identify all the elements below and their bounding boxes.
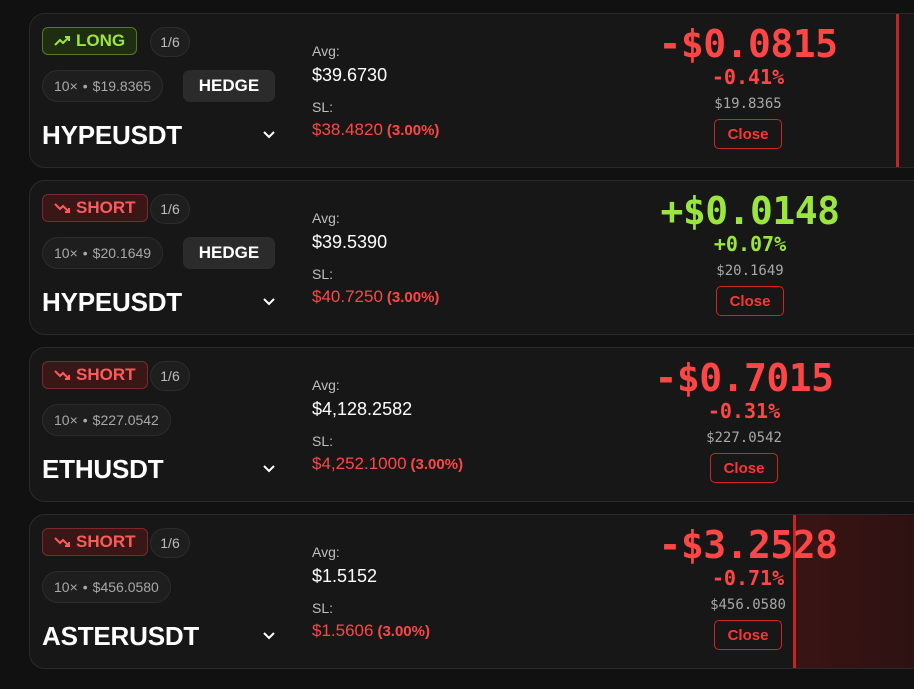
avg-price: $39.5390 (312, 232, 388, 252)
pnl-bar (793, 515, 914, 668)
pnl-column: -$3.2528 -0.71% $456.0580 Close (648, 525, 848, 650)
side-label: SHORT (76, 198, 136, 217)
position-count: 1/6 (150, 194, 190, 224)
separator: • (82, 579, 88, 595)
side-badge-short: SHORT (42, 528, 148, 556)
side-label: SHORT (76, 365, 136, 384)
pnl-column: -$0.7015 -0.31% $227.0542 Close (644, 358, 844, 483)
sl-label: SL: (312, 433, 334, 449)
pnl-percent: +0.07% (713, 232, 787, 256)
trending-down-icon (54, 370, 70, 380)
trending-up-icon (54, 36, 70, 46)
leverage-margin-pill: 10× • $227.0542 (42, 404, 171, 436)
close-button[interactable]: Close (716, 286, 784, 316)
position-count: 1/6 (150, 27, 190, 57)
symbol: ASTERUSDT (42, 621, 200, 651)
avg-price: $39.6730 (312, 65, 388, 85)
pnl-column: -$0.0815 -0.41% $19.8365 Close (648, 24, 848, 149)
margin: $456.0580 (92, 579, 159, 595)
margin: $227.0542 (92, 412, 159, 428)
pnl-bar (896, 14, 899, 167)
sl-percent: (3.00%) (377, 623, 430, 640)
pnl-value: -$0.7015 (654, 356, 834, 400)
sl-percent: (3.00%) (386, 289, 440, 306)
chevron-down-icon[interactable] (260, 126, 278, 144)
avg-label: Avg: (312, 377, 340, 393)
symbol: HYPEUSDT (42, 120, 182, 150)
position-value: $456.0580 (710, 597, 786, 613)
leverage-margin-pill: 10× • $456.0580 (42, 571, 171, 603)
sl-price: $1.5606 (312, 621, 374, 640)
avg-label: Avg: (312, 43, 340, 59)
avg-price: $1.5152 (312, 566, 378, 586)
side-badge-short: SHORT (42, 194, 148, 222)
position-card: SHORT 1/6 10× • $456.0580 ASTERUSDT Avg:… (29, 514, 914, 669)
position-card: SHORT 1/6 10× • $20.1649 HEDGE HYPEUSDT … (29, 180, 914, 335)
sl-percent: (3.00%) (410, 456, 464, 473)
position-count: 1/6 (150, 528, 190, 558)
pnl-percent: -0.41% (711, 65, 785, 89)
leverage: 10× (54, 245, 78, 261)
close-button[interactable]: Close (710, 453, 778, 483)
stop-loss: $4,252.1000 (3.00%) (312, 454, 463, 474)
sl-label: SL: (312, 99, 334, 115)
symbol: ETHUSDT (42, 454, 164, 484)
sl-label: SL: (312, 600, 334, 616)
leverage: 10× (54, 412, 78, 428)
leverage: 10× (54, 579, 78, 595)
sl-percent: (3.00%) (386, 122, 440, 139)
separator: • (82, 245, 88, 261)
hedge-button[interactable]: HEDGE (183, 70, 275, 102)
side-label: SHORT (76, 532, 136, 551)
position-value: $227.0542 (706, 430, 782, 446)
avg-label: Avg: (312, 210, 340, 226)
position-value: $20.1649 (716, 263, 784, 279)
hedge-button[interactable]: HEDGE (183, 237, 275, 269)
side-badge-long: LONG (42, 27, 138, 55)
stop-loss: $40.7250 (3.00%) (312, 287, 439, 307)
leverage-margin-pill: 10× • $20.1649 (42, 237, 164, 269)
avg-price: $4,128.2582 (312, 399, 413, 419)
position-card: SHORT 1/6 10× • $227.0542 ETHUSDT Avg: $… (29, 347, 914, 502)
sl-price: $40.7250 (312, 287, 383, 306)
avg-label: Avg: (312, 544, 340, 560)
pnl-value: -$0.0815 (658, 22, 838, 66)
sl-price: $38.4820 (312, 120, 383, 139)
symbol: HYPEUSDT (42, 287, 182, 317)
position-count: 1/6 (150, 361, 190, 391)
margin: $20.1649 (92, 245, 152, 261)
position-card: LONG 1/6 10× • $19.8365 HEDGE HYPEUSDT A… (29, 13, 914, 168)
separator: • (82, 78, 88, 94)
pnl-percent: -0.71% (711, 566, 785, 590)
leverage: 10× (54, 78, 78, 94)
chevron-down-icon[interactable] (260, 460, 278, 478)
side-badge-short: SHORT (42, 361, 148, 389)
pnl-value: -$3.2528 (658, 523, 838, 567)
chevron-down-icon[interactable] (260, 627, 278, 645)
pnl-column: +$0.0148 +0.07% $20.1649 Close (650, 191, 850, 316)
side-label: LONG (76, 31, 126, 50)
stop-loss: $1.5606 (3.00%) (312, 621, 430, 641)
trending-down-icon (54, 537, 70, 547)
close-button[interactable]: Close (714, 620, 782, 650)
pnl-value: +$0.0148 (660, 189, 840, 233)
pnl-percent: -0.31% (707, 399, 781, 423)
leverage-margin-pill: 10× • $19.8365 (42, 70, 164, 102)
sl-price: $4,252.1000 (312, 454, 407, 473)
separator: • (82, 412, 88, 428)
position-value: $19.8365 (714, 96, 782, 112)
chevron-down-icon[interactable] (260, 293, 278, 311)
stop-loss: $38.4820 (3.00%) (312, 120, 439, 140)
close-button[interactable]: Close (714, 119, 782, 149)
trending-down-icon (54, 203, 70, 213)
sl-label: SL: (312, 266, 334, 282)
margin: $19.8365 (92, 78, 152, 94)
